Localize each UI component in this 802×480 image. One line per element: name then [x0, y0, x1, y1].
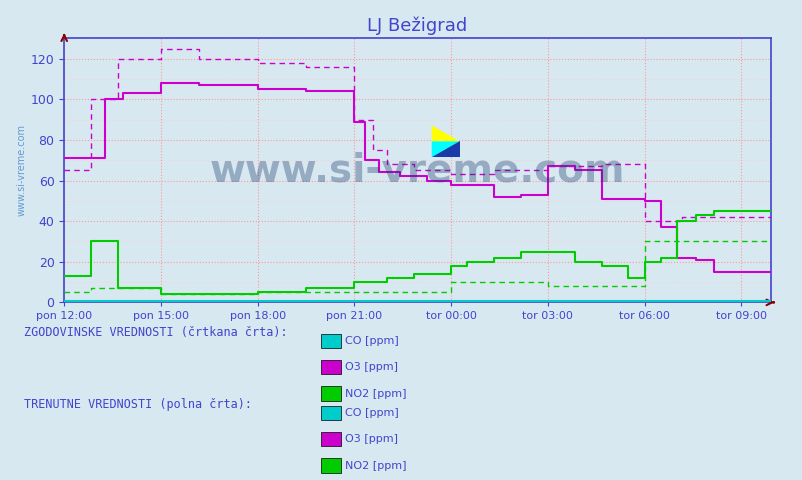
Text: www.si-vreme.com: www.si-vreme.com — [209, 151, 625, 190]
Text: O3 [ppm]: O3 [ppm] — [345, 362, 398, 372]
Text: O3 [ppm]: O3 [ppm] — [345, 434, 398, 444]
Text: CO [ppm]: CO [ppm] — [345, 336, 399, 346]
Title: LJ Bežigrad: LJ Bežigrad — [367, 17, 467, 36]
Text: NO2 [ppm]: NO2 [ppm] — [345, 461, 407, 470]
Text: CO [ppm]: CO [ppm] — [345, 408, 399, 418]
Text: www.si-vreme.com: www.si-vreme.com — [17, 124, 26, 216]
Polygon shape — [431, 125, 460, 141]
Text: ZGODOVINSKE VREDNOSTI (črtkana črta):: ZGODOVINSKE VREDNOSTI (črtkana črta): — [24, 326, 287, 339]
Text: TRENUTNE VREDNOSTI (polna črta):: TRENUTNE VREDNOSTI (polna črta): — [24, 398, 252, 411]
Polygon shape — [431, 141, 460, 157]
Text: NO2 [ppm]: NO2 [ppm] — [345, 389, 407, 398]
Polygon shape — [431, 141, 460, 157]
